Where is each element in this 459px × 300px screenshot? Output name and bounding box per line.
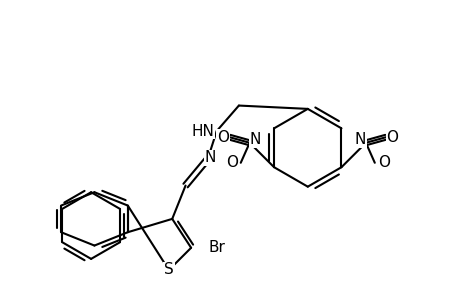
Text: O: O	[217, 130, 229, 145]
Text: N: N	[204, 150, 215, 165]
Text: S: S	[164, 262, 174, 278]
Text: O: O	[386, 130, 397, 145]
Text: Br: Br	[208, 240, 225, 255]
Text: HN: HN	[191, 124, 214, 139]
Text: O: O	[377, 155, 389, 170]
Text: N: N	[249, 132, 260, 147]
Text: O: O	[225, 155, 237, 170]
Text: N: N	[354, 132, 365, 147]
